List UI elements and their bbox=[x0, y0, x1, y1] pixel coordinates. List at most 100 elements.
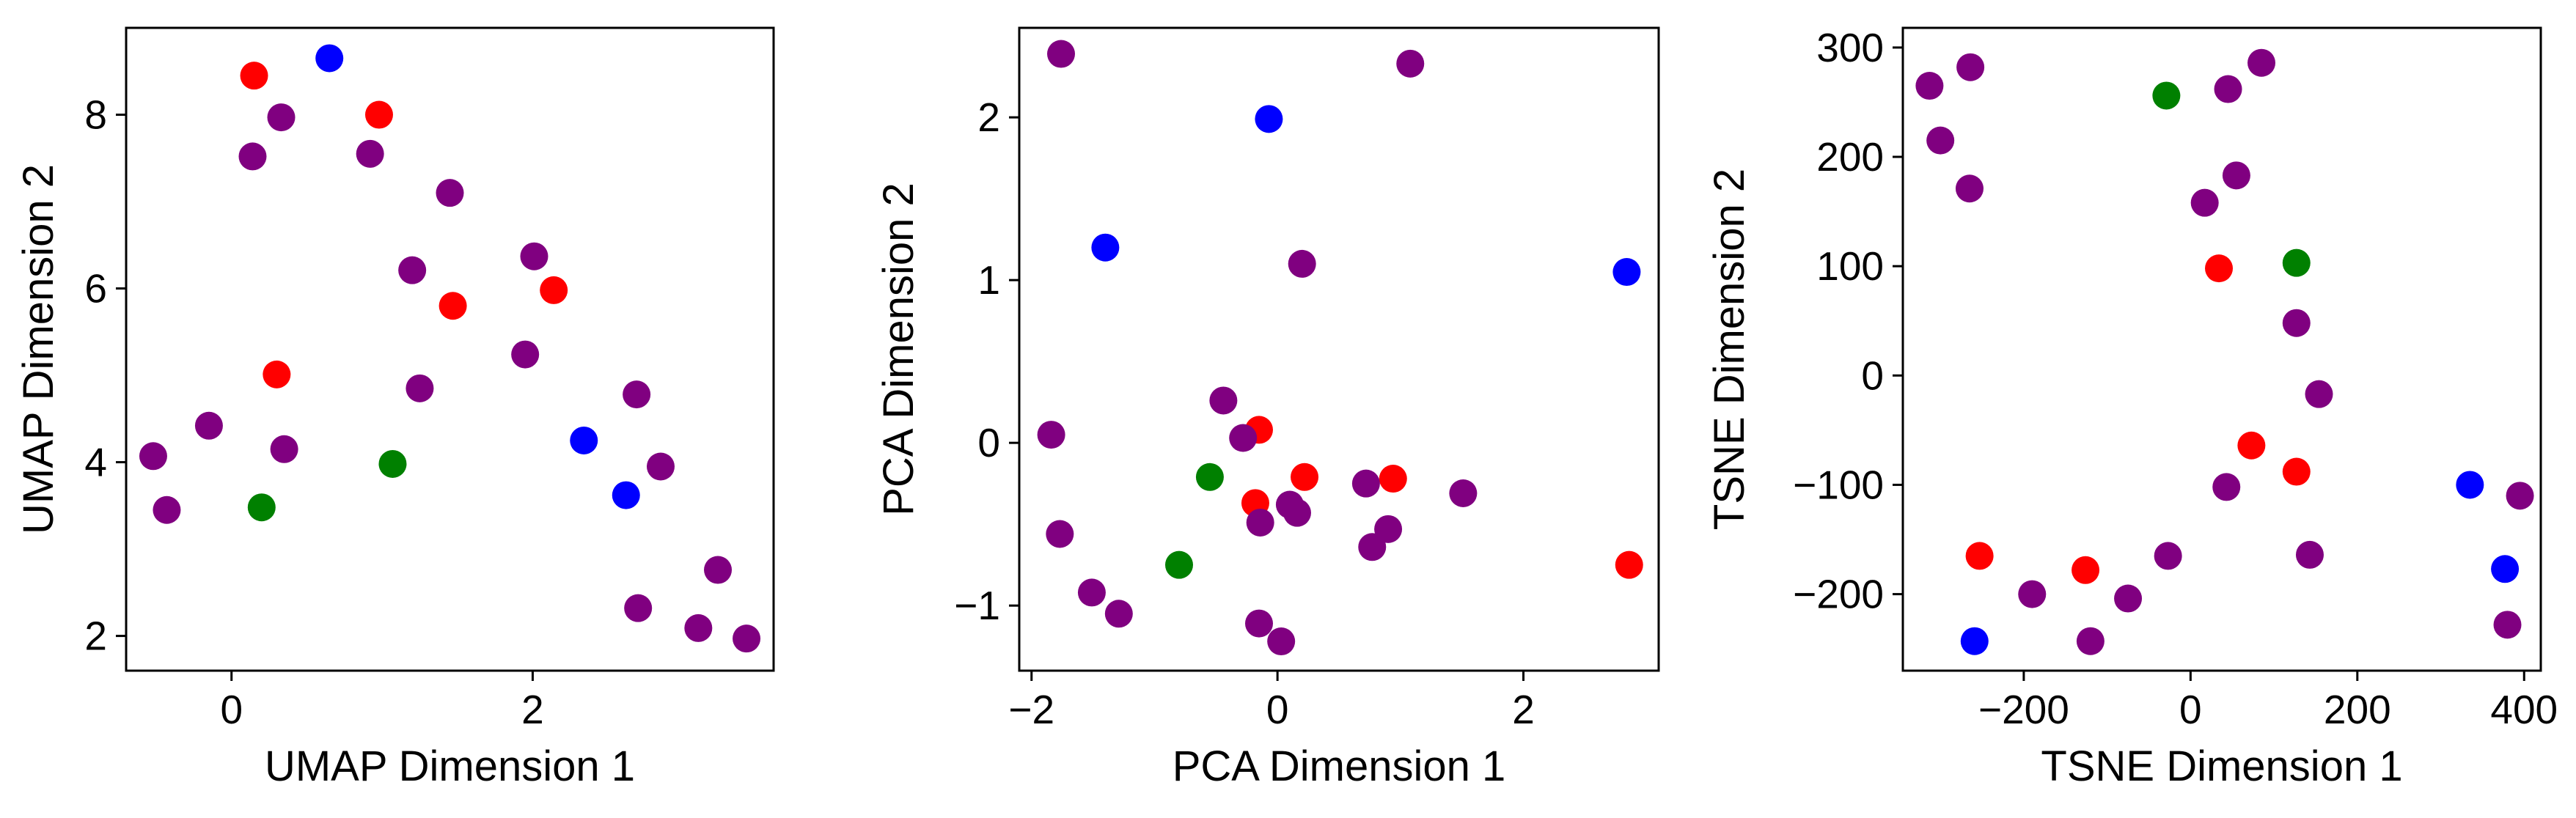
data-point bbox=[378, 449, 407, 478]
data-point bbox=[238, 142, 267, 171]
data-point bbox=[646, 452, 675, 481]
data-point bbox=[436, 179, 464, 207]
y-tick-label: 0 bbox=[977, 420, 1000, 465]
x-tick-label: 0 bbox=[2179, 687, 2202, 732]
y-axis-label: PCA Dimension 2 bbox=[875, 183, 922, 516]
data-point bbox=[270, 435, 298, 463]
data-point bbox=[1358, 533, 1387, 561]
data-point bbox=[2076, 627, 2105, 655]
data-point bbox=[2247, 48, 2276, 77]
data-point bbox=[2305, 380, 2333, 408]
y-tick-label: 6 bbox=[84, 266, 107, 312]
data-point bbox=[520, 242, 548, 270]
data-point bbox=[1612, 258, 1641, 287]
data-point bbox=[733, 624, 761, 653]
y-tick-label: 100 bbox=[1816, 243, 1884, 289]
y-tick-label: 1 bbox=[977, 257, 1000, 303]
data-point bbox=[2282, 248, 2311, 277]
data-point bbox=[398, 256, 427, 284]
axes-frame bbox=[125, 26, 775, 672]
data-point bbox=[2114, 584, 2143, 613]
data-point bbox=[1965, 542, 1994, 570]
points-1 bbox=[139, 44, 761, 653]
data-point bbox=[2222, 161, 2250, 190]
data-point bbox=[1165, 550, 1193, 579]
x-tick-label: 0 bbox=[220, 687, 243, 732]
y-tick-label: −100 bbox=[1793, 462, 1884, 507]
x-tick-label: 0 bbox=[1266, 687, 1289, 732]
data-point bbox=[194, 411, 223, 440]
data-point bbox=[2237, 431, 2266, 460]
data-point bbox=[1037, 421, 1065, 449]
data-point bbox=[2295, 540, 2324, 569]
data-point bbox=[2214, 75, 2242, 103]
data-point bbox=[1077, 578, 1106, 607]
data-point bbox=[1449, 479, 1478, 507]
data-point bbox=[1351, 469, 1380, 498]
data-point bbox=[2493, 611, 2522, 639]
data-point bbox=[2282, 309, 2311, 337]
data-point bbox=[2456, 471, 2484, 499]
data-point bbox=[2282, 457, 2311, 486]
data-point bbox=[1374, 515, 1403, 543]
data-point bbox=[2212, 473, 2241, 501]
data-point bbox=[624, 594, 653, 622]
x-tick-label: 2 bbox=[521, 687, 544, 732]
axes-frame bbox=[1018, 26, 1660, 672]
x-tick-label: 2 bbox=[1512, 687, 1535, 732]
data-point bbox=[247, 493, 276, 522]
data-point bbox=[2506, 482, 2534, 510]
data-point bbox=[267, 103, 296, 132]
data-point bbox=[263, 360, 291, 388]
data-point bbox=[2018, 580, 2047, 608]
data-point bbox=[704, 556, 733, 584]
x-tick-label: −2 bbox=[1008, 687, 1054, 732]
y-tick-label: 0 bbox=[1861, 353, 1884, 398]
data-point bbox=[1047, 40, 1076, 68]
data-point bbox=[1283, 498, 1311, 527]
x-tick-label: 400 bbox=[2490, 687, 2558, 732]
points-2 bbox=[1037, 40, 1643, 656]
axes-frame bbox=[1901, 26, 2542, 672]
data-point bbox=[1209, 386, 1238, 415]
data-point bbox=[1955, 174, 1984, 203]
data-point bbox=[2152, 81, 2181, 110]
data-point bbox=[1195, 463, 1224, 491]
data-point bbox=[153, 495, 181, 524]
y-tick-label: 4 bbox=[84, 440, 107, 485]
y-tick-label: 200 bbox=[1816, 134, 1884, 180]
data-point bbox=[240, 62, 268, 90]
x-tick-label: −200 bbox=[1978, 687, 2069, 732]
data-point bbox=[2205, 254, 2234, 283]
x-tick-label: 200 bbox=[2324, 687, 2391, 732]
data-point bbox=[2154, 542, 2182, 570]
y-tick-label: −1 bbox=[954, 583, 1000, 628]
y-tick-label: 2 bbox=[84, 614, 107, 659]
data-point bbox=[1245, 609, 1273, 638]
data-point bbox=[570, 426, 598, 454]
data-point bbox=[1091, 233, 1120, 262]
data-point bbox=[364, 100, 393, 129]
data-point bbox=[540, 276, 568, 304]
data-point bbox=[1104, 600, 1133, 628]
data-point bbox=[1615, 550, 1643, 579]
x-axis-label: PCA Dimension 1 bbox=[1173, 743, 1506, 790]
data-point bbox=[1960, 627, 1989, 655]
x-axis-label: UMAP Dimension 1 bbox=[265, 743, 635, 790]
y-tick-label: 8 bbox=[84, 92, 107, 138]
scatter-panel-1: 0 2 2 4 6 8 UMAP Dimension 1 UMAP Dimension 2 bbox=[15, 26, 775, 790]
data-point bbox=[1246, 508, 1274, 537]
data-point bbox=[511, 340, 540, 369]
data-point bbox=[1267, 627, 1296, 656]
data-point bbox=[406, 374, 434, 402]
data-point bbox=[2491, 555, 2520, 583]
data-point bbox=[1291, 463, 1319, 491]
x-axis-label: TSNE Dimension 1 bbox=[2041, 743, 2402, 790]
data-point bbox=[438, 292, 467, 320]
data-point bbox=[1046, 520, 1074, 548]
points-3 bbox=[1915, 48, 2534, 655]
data-point bbox=[684, 614, 713, 642]
y-tick-label: −200 bbox=[1793, 572, 1884, 617]
